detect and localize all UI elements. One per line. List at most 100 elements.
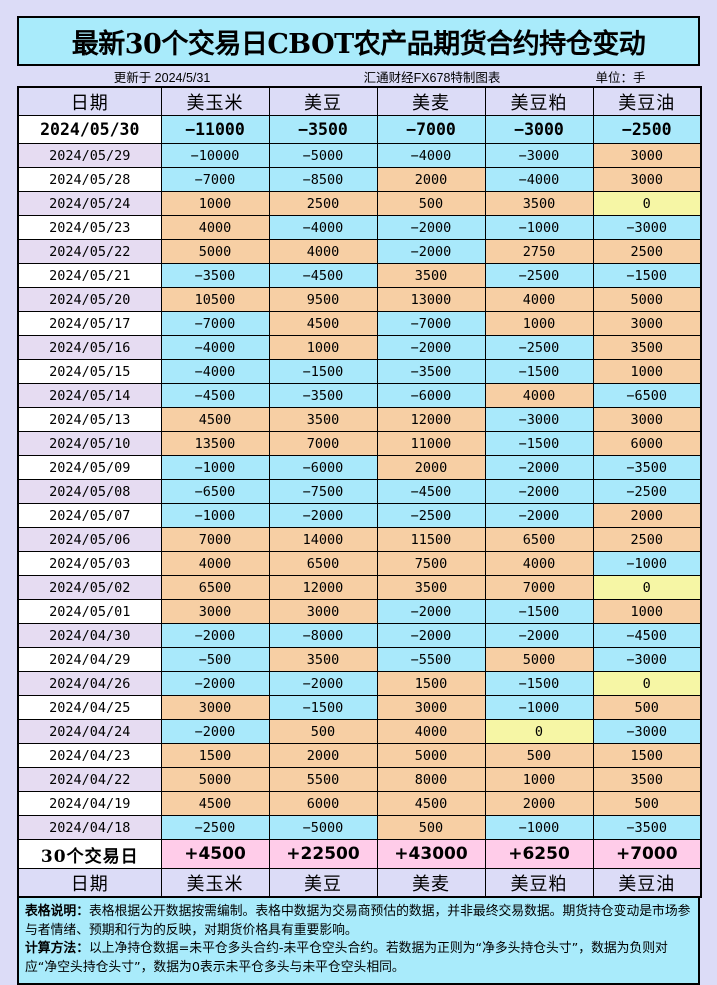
cell-value-1: −4000 <box>160 359 270 384</box>
cell-value-2: 6000 <box>268 791 378 816</box>
cell-value-1: −1000 <box>160 455 270 480</box>
cell-value-5: −1000 <box>592 551 702 576</box>
table-row: 2024/04/26 −2000 −2000 1500 −1500 0 <box>17 671 702 696</box>
cell-value-4: 4000 <box>484 383 594 408</box>
table-row: 2024/05/08 −6500 −7500 −4500 −2000 −2500 <box>17 479 702 504</box>
column-header-2: 美豆 <box>268 868 378 898</box>
total-value-4: +6250 <box>484 839 594 869</box>
cell-value-4: −3000 <box>484 407 594 432</box>
cell-date: 2024/04/30 <box>17 623 162 648</box>
cell-value-2: 2000 <box>268 743 378 768</box>
cell-value-1: −2000 <box>160 623 270 648</box>
cell-value-4: 6500 <box>484 527 594 552</box>
cell-value-5: 3000 <box>592 311 702 336</box>
cell-value-1: −6500 <box>160 479 270 504</box>
cell-value-4: −1000 <box>484 215 594 240</box>
cell-value-4: −2500 <box>484 335 594 360</box>
cell-value-2: 14000 <box>268 527 378 552</box>
cell-value-3: 12000 <box>376 407 486 432</box>
cell-value-3: −7000 <box>376 115 486 144</box>
title-band: 最新30个交易日CBOT农产品期货合约持仓变动 <box>17 16 700 66</box>
cell-value-1: 4500 <box>160 407 270 432</box>
cell-value-2: −5000 <box>268 143 378 168</box>
cell-value-3: 2000 <box>376 455 486 480</box>
cell-value-3: −5500 <box>376 647 486 672</box>
column-header-3: 美麦 <box>376 868 486 898</box>
table-row: 2024/05/09 −1000 −6000 2000 −2000 −3500 <box>17 455 702 480</box>
cell-date: 2024/05/23 <box>17 215 162 240</box>
cell-value-5: 1000 <box>592 359 702 384</box>
cell-value-4: 4000 <box>484 551 594 576</box>
cell-date: 2024/04/25 <box>17 695 162 720</box>
cell-value-4: 5000 <box>484 647 594 672</box>
cell-value-1: −2000 <box>160 671 270 696</box>
table-row: 2024/05/16 −4000 1000 −2000 −2500 3500 <box>17 335 702 360</box>
cell-value-2: 500 <box>268 719 378 744</box>
cell-value-2: −8500 <box>268 167 378 192</box>
cell-date: 2024/05/28 <box>17 167 162 192</box>
cell-value-4: −1000 <box>484 695 594 720</box>
cell-date: 2024/05/07 <box>17 503 162 528</box>
cell-value-2: −2000 <box>268 671 378 696</box>
table-row: 2024/04/29 −500 3500 −5500 5000 −3000 <box>17 647 702 672</box>
table-row: 2024/05/30 −11000 −3500 −7000 −3000 −2500 <box>17 115 702 144</box>
total-value-3: +43000 <box>376 839 486 869</box>
cell-date: 2024/04/26 <box>17 671 162 696</box>
total-value-2: +22500 <box>268 839 378 869</box>
cell-value-1: −7000 <box>160 167 270 192</box>
table-row: 2024/04/23 1500 2000 5000 500 1500 <box>17 743 702 768</box>
total-value-5: +7000 <box>592 839 702 869</box>
cell-value-3: 13000 <box>376 287 486 312</box>
cell-value-2: −1500 <box>268 695 378 720</box>
cell-date: 2024/05/09 <box>17 455 162 480</box>
column-header-date: 日期 <box>17 868 162 898</box>
cell-value-3: 3000 <box>376 695 486 720</box>
updated-date: 更新于 2024/5/31 <box>113 70 211 85</box>
cell-date: 2024/05/08 <box>17 479 162 504</box>
page-title: 最新30个交易日CBOT农产品期货合约持仓变动 <box>71 28 646 60</box>
cell-value-1: −10000 <box>160 143 270 168</box>
cell-value-4: −2000 <box>484 455 594 480</box>
column-header-5: 美豆油 <box>592 868 702 898</box>
cell-value-3: −2000 <box>376 623 486 648</box>
table-row: 2024/04/30 −2000 −8000 −2000 −2000 −4500 <box>17 623 702 648</box>
cell-value-1: 4000 <box>160 215 270 240</box>
cell-value-2: 4500 <box>268 311 378 336</box>
cell-value-3: −4000 <box>376 143 486 168</box>
cell-value-3: −2000 <box>376 215 486 240</box>
cell-value-2: 1000 <box>268 335 378 360</box>
cell-value-1: 4000 <box>160 551 270 576</box>
cell-date: 2024/04/19 <box>17 791 162 816</box>
cell-value-1: −4500 <box>160 383 270 408</box>
cell-value-5: 6000 <box>592 431 702 456</box>
cell-value-2: −2000 <box>268 503 378 528</box>
cell-value-3: 11000 <box>376 431 486 456</box>
table-row: 2024/04/18 −2500 −5000 500 −1000 −3500 <box>17 815 702 840</box>
cell-value-4: −2000 <box>484 623 594 648</box>
cell-value-3: −7000 <box>376 311 486 336</box>
cell-value-5: 2500 <box>592 527 702 552</box>
cell-value-1: −1000 <box>160 503 270 528</box>
cell-value-5: 5000 <box>592 287 702 312</box>
cell-value-4: −2000 <box>484 503 594 528</box>
column-header-2: 美豆 <box>268 86 378 116</box>
cell-value-5: 0 <box>592 671 702 696</box>
cell-value-4: 3500 <box>484 191 594 216</box>
cell-value-4: −3000 <box>484 143 594 168</box>
cell-date: 2024/05/17 <box>17 311 162 336</box>
cell-value-2: −3500 <box>268 115 378 144</box>
cell-date: 2024/04/23 <box>17 743 162 768</box>
source-label: 汇通财经FX678特制图表 <box>363 70 501 85</box>
cell-value-2: −6000 <box>268 455 378 480</box>
cell-value-5: −3000 <box>592 719 702 744</box>
cell-value-3: −6000 <box>376 383 486 408</box>
column-header-3: 美麦 <box>376 86 486 116</box>
cell-date: 2024/05/24 <box>17 191 162 216</box>
cell-value-1: −7000 <box>160 311 270 336</box>
column-header-5: 美豆油 <box>592 86 702 116</box>
cell-value-3: −3500 <box>376 359 486 384</box>
cell-date: 2024/05/06 <box>17 527 162 552</box>
cell-value-4: −1000 <box>484 815 594 840</box>
table-row: 2024/05/23 4000 −4000 −2000 −1000 −3000 <box>17 215 702 240</box>
cell-date: 2024/05/20 <box>17 287 162 312</box>
